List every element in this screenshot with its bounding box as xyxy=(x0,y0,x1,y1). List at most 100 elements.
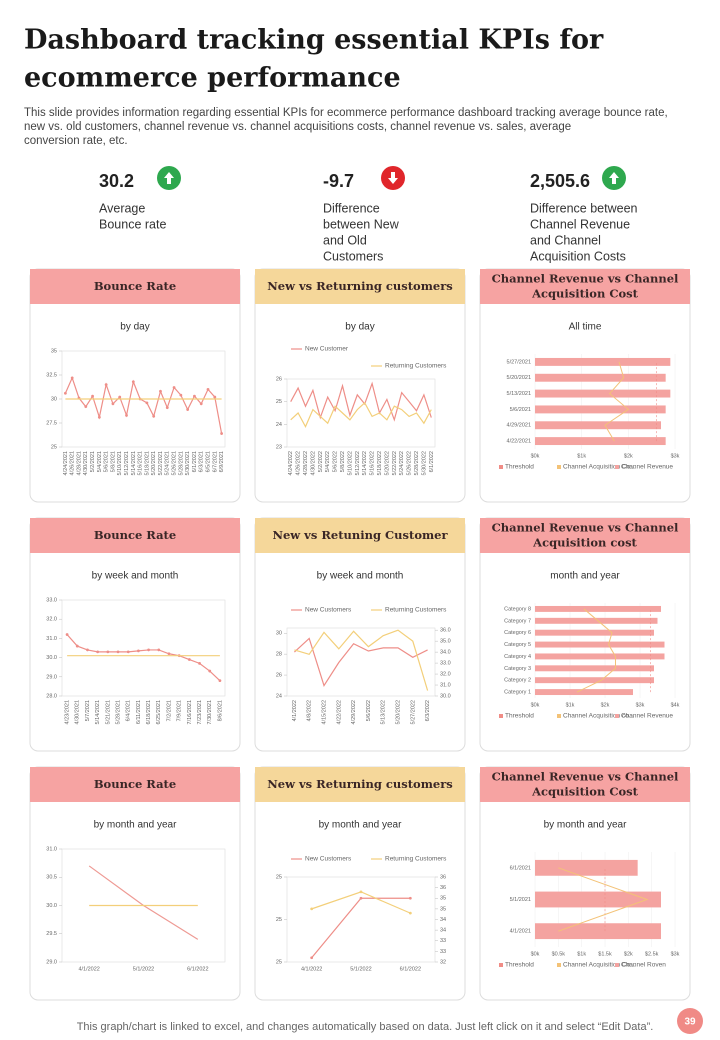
kpi-label: and Old xyxy=(323,233,367,247)
legend-label: New Customers xyxy=(305,607,352,614)
x-tick-label: 5/27/2022 xyxy=(410,700,416,724)
series-line xyxy=(290,401,432,428)
y-tick-label: 25 xyxy=(276,917,282,923)
x-tick-label: 5/18/2022 xyxy=(377,451,383,475)
y2-tick-label: 34 xyxy=(440,928,446,934)
data-point xyxy=(198,661,201,665)
data-point xyxy=(96,650,100,654)
x-tick-label: 5/8/2022 xyxy=(340,451,346,472)
x-tick-label: $2.5k xyxy=(645,951,659,957)
page-number: 39 xyxy=(684,1017,696,1028)
data-point xyxy=(193,394,196,398)
panel-title: New vs Retuning Customer xyxy=(272,528,448,542)
panel-title: Channel Revenue vs Channel xyxy=(492,272,679,286)
x-tick-label: $3k xyxy=(671,453,680,459)
legend-swatch xyxy=(615,465,619,469)
y-tick-label: 28.0 xyxy=(46,693,57,699)
y2-tick-label: 36.0 xyxy=(440,628,451,634)
legend-label: Threshold xyxy=(505,962,534,969)
y-tick-label: 29.0 xyxy=(46,959,57,965)
kpi-label: Customers xyxy=(323,249,383,263)
x-tick-label: 5/13/2022 xyxy=(381,700,387,724)
y-tick-label: 32.0 xyxy=(46,617,57,623)
y-tick-label: 33.0 xyxy=(46,597,57,603)
data-point xyxy=(199,402,203,406)
y-tick-label: 32.5 xyxy=(46,372,57,378)
y-tick-label: Category 8 xyxy=(504,606,531,612)
data-point xyxy=(408,896,412,900)
panel-subtitle: month and year xyxy=(550,571,620,582)
data-point xyxy=(118,395,122,399)
data-point xyxy=(310,956,314,960)
bar xyxy=(535,891,661,908)
bar xyxy=(535,923,661,940)
data-point xyxy=(147,648,150,652)
y-tick-label: 5/1/2021 xyxy=(510,897,531,903)
x-tick-label: $3k xyxy=(671,951,680,957)
legend-label: Channel Acquisition co... xyxy=(563,713,634,720)
legend-label: Returning Customers xyxy=(385,607,447,614)
x-tick-label: 5/12/2022 xyxy=(355,451,361,475)
plot-frame xyxy=(61,599,226,697)
x-tick-label: 6/1/2021 xyxy=(192,451,198,472)
data-point xyxy=(172,386,176,389)
x-tick-label: 6/9/2021 xyxy=(219,451,225,472)
y-tick-label: 30.0 xyxy=(46,655,57,661)
x-tick-label: 5/22/2022 xyxy=(392,451,398,475)
x-tick-label: $0.5k xyxy=(552,951,566,957)
x-tick-label: 5/2/2021 xyxy=(90,451,96,472)
panel-header xyxy=(255,269,465,304)
x-tick-label: 5/1/2022 xyxy=(133,966,154,972)
panel-title: Acquisition Cost xyxy=(531,287,639,301)
x-tick-label: 4/28/2021 xyxy=(76,451,82,475)
x-tick-label: $2k xyxy=(601,702,610,708)
y-tick-label: 35 xyxy=(51,348,57,354)
x-tick-label: 6/1/2022 xyxy=(400,966,421,972)
legend-label: New Customer xyxy=(305,346,349,353)
page-badge xyxy=(677,1008,703,1034)
bar xyxy=(535,677,654,684)
x-tick-label: 5/6/2022 xyxy=(366,700,372,721)
x-tick-label: 4/26/2021 xyxy=(70,451,76,475)
y-tick-label: 30.5 xyxy=(46,875,57,881)
panel-subtitle: by month and year xyxy=(94,820,177,831)
bar xyxy=(535,665,654,672)
x-tick-label: 5/7/2021 xyxy=(85,700,91,721)
data-point xyxy=(208,669,212,673)
y2-tick-label: 32.0 xyxy=(440,672,451,678)
data-point xyxy=(186,408,190,411)
y-tick-label: 23 xyxy=(276,444,282,450)
data-point xyxy=(86,648,89,652)
y-tick-label: Category 7 xyxy=(504,618,531,624)
y2-tick-label: 33.0 xyxy=(440,661,451,667)
bar xyxy=(535,357,671,366)
data-point xyxy=(359,896,363,900)
data-point xyxy=(165,406,169,410)
data-point xyxy=(187,658,191,661)
x-tick-label: 5/12/2021 xyxy=(124,451,130,475)
legend-swatch xyxy=(557,963,561,967)
kpi-value: 30.2 xyxy=(99,171,134,191)
x-tick-label: 5/26/2021 xyxy=(172,451,178,475)
data-point xyxy=(106,650,110,654)
kpi-label: Acquisition Costs xyxy=(530,249,626,263)
slide-title: Dashboard tracking essential KPIs for xyxy=(24,25,604,56)
x-tick-label: 6/18/2021 xyxy=(146,700,152,724)
x-tick-label: 5/14/2022 xyxy=(362,451,368,475)
panel-subtitle: by day xyxy=(345,322,374,333)
x-tick-label: 4/1/2022 xyxy=(78,966,99,972)
legend-label: Channel Revenue xyxy=(621,713,673,720)
kpi-label: between New xyxy=(323,217,400,231)
y2-tick-label: 33 xyxy=(440,938,446,944)
x-tick-label: 4/29/2022 xyxy=(351,700,357,724)
data-point xyxy=(145,401,149,405)
series-line xyxy=(294,629,429,691)
footer-note: This graph/chart is linked to excel, and… xyxy=(77,1021,654,1033)
data-point xyxy=(91,394,94,398)
x-tick-label: 5/10/2022 xyxy=(347,451,353,475)
data-point xyxy=(179,393,183,397)
panel-header xyxy=(255,767,465,802)
bar xyxy=(535,653,665,660)
x-tick-label: 5/1/2022 xyxy=(350,966,371,972)
series-line xyxy=(604,361,630,442)
